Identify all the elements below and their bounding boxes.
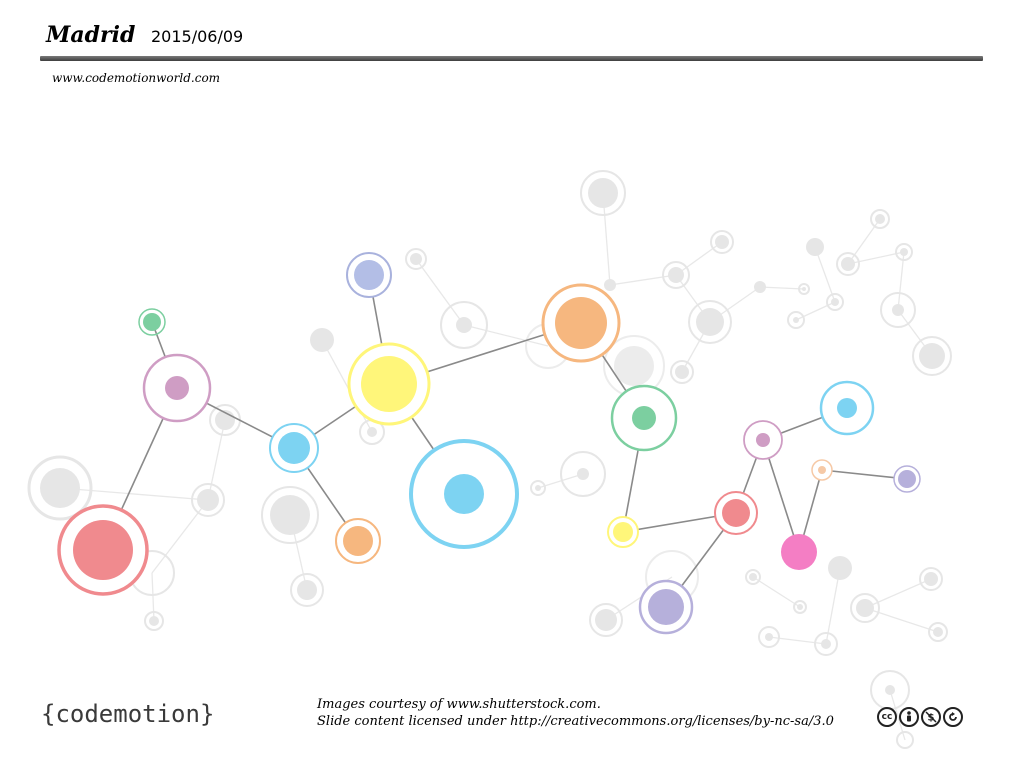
node-peach-tiny xyxy=(811,459,833,481)
site-url: www.codemotionworld.com xyxy=(52,71,221,85)
credit-line-images: Images courtesy of www.shutterstock.com. xyxy=(317,697,601,712)
node-mauve xyxy=(142,353,212,423)
node-green-small xyxy=(138,308,166,336)
header-city: Madrid xyxy=(46,22,136,48)
node-coral-mid xyxy=(714,491,758,535)
node-magenta xyxy=(781,534,817,570)
credit-line-license: Slide content licensed under http://crea… xyxy=(317,714,834,729)
license-icons: cc $ xyxy=(877,707,963,727)
node-orange-small xyxy=(335,518,381,564)
header-date: 2015/06/09 xyxy=(151,27,244,46)
footer-credits: Images courtesy of www.shutterstock.com.… xyxy=(317,696,834,730)
header-rule xyxy=(40,56,983,61)
node-lavender-tiny xyxy=(893,465,921,493)
node-yellow-small xyxy=(607,516,639,548)
background-nodes xyxy=(27,170,952,749)
attribution-icon xyxy=(899,707,919,727)
node-blue-left xyxy=(269,423,319,473)
node-lavender-bottom xyxy=(638,579,694,635)
node-lavender-top xyxy=(346,252,392,298)
node-coral-large xyxy=(57,504,149,596)
cc-icon: cc xyxy=(877,707,897,727)
node-mauve-small xyxy=(743,420,783,460)
node-green-mid xyxy=(610,384,678,452)
noncommercial-icon: $ xyxy=(921,707,941,727)
node-blue-right xyxy=(819,380,875,436)
codemotion-logo: {codemotion} xyxy=(41,700,215,728)
node-blue-large xyxy=(409,439,519,549)
node-orange-large xyxy=(541,283,621,363)
node-yellow-large xyxy=(347,342,431,426)
sharealike-icon xyxy=(943,707,963,727)
